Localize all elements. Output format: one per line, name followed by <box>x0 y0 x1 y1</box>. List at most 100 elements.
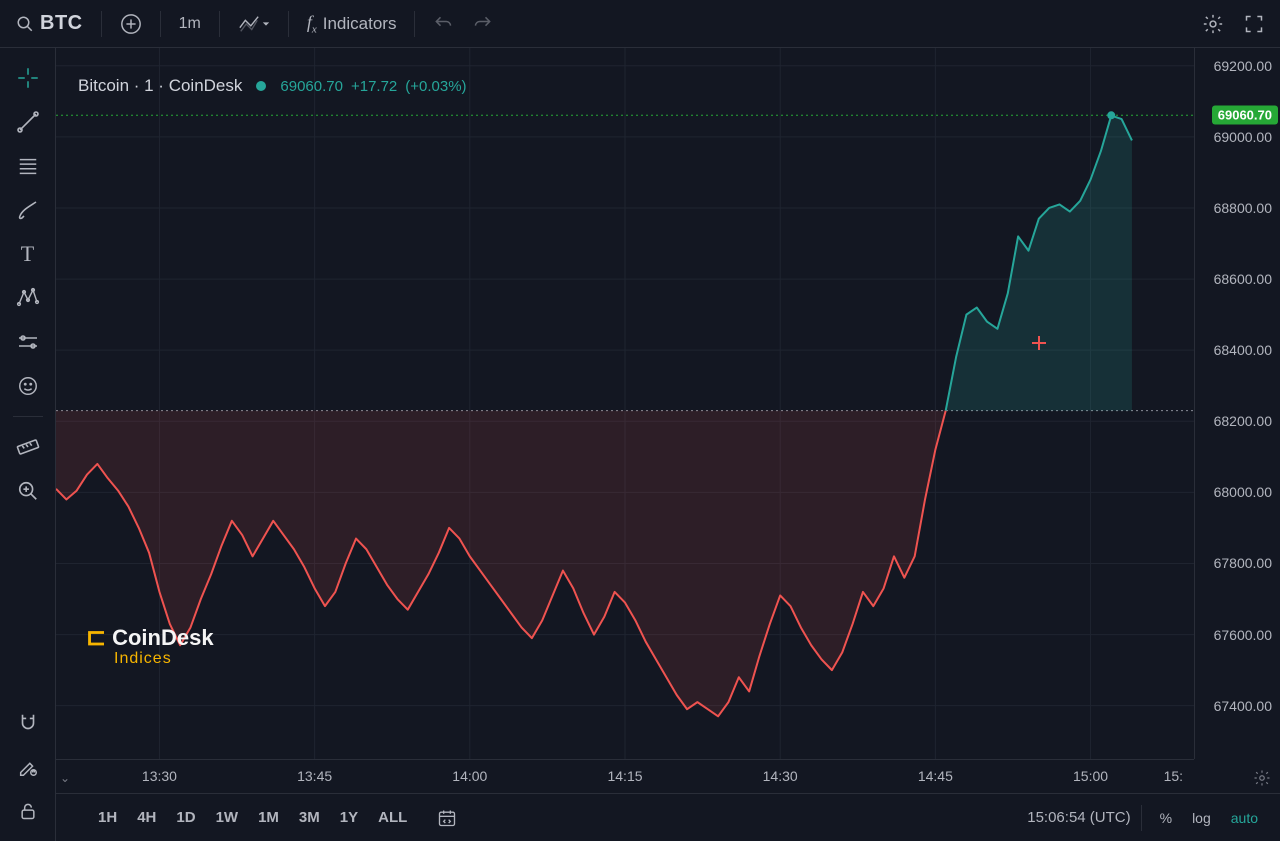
gear-icon <box>1253 769 1271 787</box>
collapse-chevron[interactable]: ⌄ <box>60 771 70 785</box>
symbol-label: BTC <box>40 12 83 35</box>
change-abs: +17.72 <box>351 78 397 95</box>
x-tick: 13:45 <box>297 768 332 784</box>
y-tick: 68400.00 <box>1214 342 1272 358</box>
emoji-tool[interactable] <box>8 366 48 406</box>
separator <box>13 416 43 417</box>
chart-area[interactable]: Bitcoin · 1 · CoinDesk 69060.70 +17.72 (… <box>56 48 1280 841</box>
last-price: 69060.70 <box>280 78 343 95</box>
goto-date-button[interactable] <box>429 801 465 835</box>
zoom-in-icon <box>17 480 39 502</box>
scale-percent-button[interactable]: % <box>1152 806 1180 830</box>
brush-tool[interactable] <box>8 190 48 230</box>
x-tick: 15:00 <box>1073 768 1108 784</box>
watermark-logo-icon: ⊏ <box>86 623 106 652</box>
range-1m[interactable]: 1M <box>250 805 287 830</box>
bottom-toolbar: 1H4H1D1W1M3M1YALL 15:06:54 (UTC) % log a… <box>56 793 1280 841</box>
forecast-icon <box>16 330 40 354</box>
divider <box>101 11 102 37</box>
line-chart-icon <box>238 13 260 35</box>
axis-settings-button[interactable] <box>1250 766 1274 790</box>
range-3m[interactable]: 3M <box>291 805 328 830</box>
undo-icon <box>433 14 453 34</box>
lines-icon <box>17 155 39 177</box>
x-tick: 14:15 <box>607 768 642 784</box>
clock: 15:06:54 (UTC) <box>1027 809 1130 826</box>
chart-legend: Bitcoin · 1 · CoinDesk 69060.70 +17.72 (… <box>78 76 467 96</box>
drawing-toolbar: T <box>0 48 56 841</box>
y-tick: 67800.00 <box>1214 555 1272 571</box>
pencil-lock-icon <box>17 756 39 778</box>
watermark-sub: Indices <box>114 650 214 668</box>
x-tick: 14:45 <box>918 768 953 784</box>
divider <box>414 11 415 37</box>
prediction-tool[interactable] <box>8 322 48 362</box>
text-tool[interactable]: T <box>8 234 48 274</box>
range-1w[interactable]: 1W <box>208 805 247 830</box>
pattern-tool[interactable] <box>8 278 48 318</box>
scale-log-button[interactable]: log <box>1184 806 1219 830</box>
fullscreen-icon <box>1244 14 1264 34</box>
x-axis[interactable]: 13:3013:4514:0014:1514:3014:4515:0015: <box>56 759 1194 793</box>
smiley-icon <box>17 375 39 397</box>
range-1h[interactable]: 1H <box>90 805 125 830</box>
price-plot <box>56 48 1194 759</box>
chart-style-button[interactable] <box>230 7 278 41</box>
interval-button[interactable]: 1m <box>171 7 209 41</box>
last-price-tag: 69060.70 <box>1212 106 1278 125</box>
divider <box>219 11 220 37</box>
y-axis[interactable]: 69200.0069000.0068800.0068600.0068400.00… <box>1194 48 1280 759</box>
gear-icon <box>1202 13 1224 35</box>
xabcd-icon <box>16 286 40 310</box>
scale-auto-button[interactable]: auto <box>1223 806 1266 830</box>
trendline-icon <box>16 110 40 134</box>
top-toolbar: BTC 1m fx Indicators <box>0 0 1280 48</box>
ruler-icon <box>16 435 40 459</box>
watermark-brand: CoinDesk <box>112 625 213 651</box>
divider <box>160 11 161 37</box>
range-4h[interactable]: 4H <box>129 805 164 830</box>
add-button[interactable] <box>112 7 150 41</box>
crosshair-tool[interactable] <box>8 58 48 98</box>
change-pct: (+0.03%) <box>405 78 466 95</box>
zoom-tool[interactable] <box>8 471 48 511</box>
magnet-icon <box>17 712 39 734</box>
y-tick: 69000.00 <box>1214 129 1272 145</box>
x-tick: 14:30 <box>763 768 798 784</box>
y-tick: 67400.00 <box>1214 698 1272 714</box>
y-tick: 68000.00 <box>1214 484 1272 500</box>
search-icon <box>16 15 34 33</box>
redo-button[interactable] <box>465 7 501 41</box>
x-tick: 14:00 <box>452 768 487 784</box>
range-1y[interactable]: 1Y <box>332 805 366 830</box>
indicators-button[interactable]: fx Indicators <box>299 7 405 41</box>
symbol-search[interactable]: BTC <box>8 7 91 41</box>
series-dot <box>256 81 266 91</box>
settings-button[interactable] <box>1194 7 1232 41</box>
indicators-label: Indicators <box>323 14 397 34</box>
fullscreen-button[interactable] <box>1236 7 1272 41</box>
brush-icon <box>16 198 40 222</box>
magnet-tool[interactable] <box>8 703 48 743</box>
fx-icon: fx <box>307 12 317 36</box>
x-tick: 15: <box>1164 768 1183 784</box>
watermark: ⊏CoinDesk Indices <box>86 623 214 668</box>
fib-tool[interactable] <box>8 146 48 186</box>
lock-drawings-tool[interactable] <box>8 747 48 787</box>
y-tick: 67600.00 <box>1214 627 1272 643</box>
measure-tool[interactable] <box>8 427 48 467</box>
range-all[interactable]: ALL <box>370 805 415 830</box>
y-tick: 68200.00 <box>1214 413 1272 429</box>
unlock-tool[interactable] <box>8 791 48 831</box>
crosshair-icon <box>15 65 41 91</box>
trendline-tool[interactable] <box>8 102 48 142</box>
chart-title: Bitcoin · 1 · CoinDesk <box>78 76 242 96</box>
divider <box>288 11 289 37</box>
unlock-icon <box>18 801 38 821</box>
range-1d[interactable]: 1D <box>168 805 203 830</box>
calendar-icon <box>437 808 457 828</box>
interval-label: 1m <box>179 15 201 33</box>
undo-button[interactable] <box>425 7 461 41</box>
y-tick: 69200.00 <box>1214 58 1272 74</box>
text-icon: T <box>21 241 34 267</box>
